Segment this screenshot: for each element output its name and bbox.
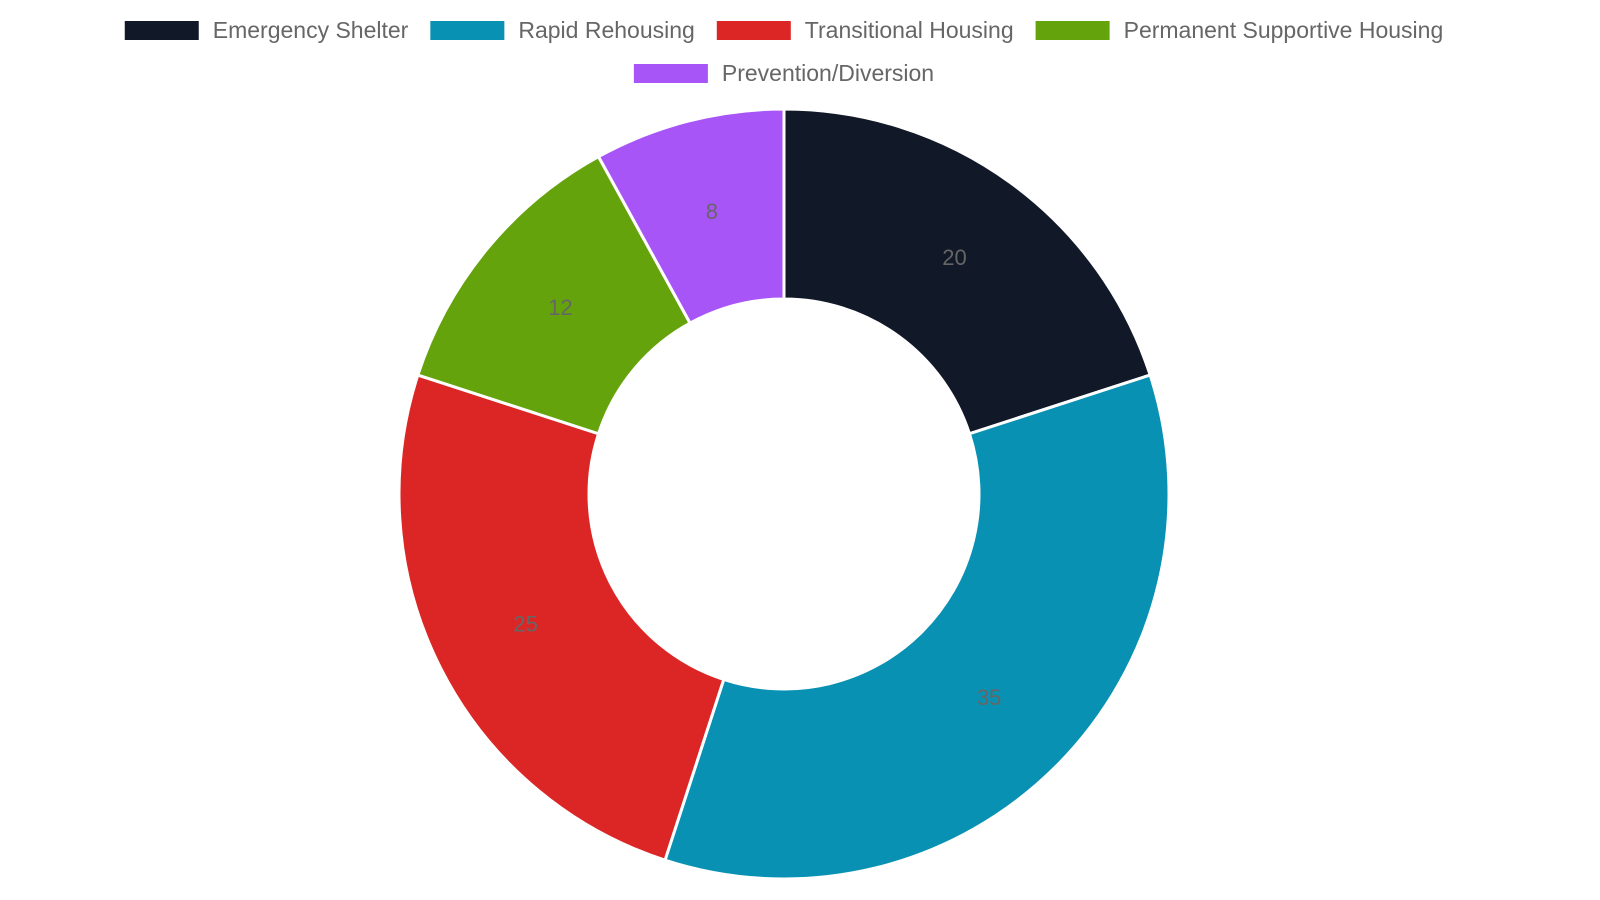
legend-item: Prevention/Diversion: [633, 60, 934, 86]
legend-item: Transitional Housing: [716, 17, 1014, 43]
legend-label: Transitional Housing: [805, 17, 1014, 43]
legend-item: Emergency Shelter: [124, 17, 409, 43]
legend-item: Permanent Supportive Housing: [1035, 17, 1444, 43]
value-label: 8: [706, 199, 718, 224]
legend-label: Emergency Shelter: [213, 17, 409, 43]
slice: [663, 373, 1171, 881]
slice: [415, 154, 693, 436]
value-label: 12: [548, 295, 572, 320]
legend-label: Rapid Rehousing: [518, 17, 694, 43]
legend-label: Prevention/Diversion: [722, 60, 934, 86]
legend-swatch: [124, 21, 199, 40]
slice: [782, 107, 1153, 436]
slice: [397, 373, 726, 863]
value-label: 35: [977, 685, 1001, 710]
value-label: 25: [513, 611, 537, 636]
legend-label: Permanent Supportive Housing: [1124, 17, 1444, 43]
value-label: 20: [942, 245, 966, 270]
slice: [596, 107, 786, 326]
legend-swatch: [633, 64, 708, 83]
legend-swatch: [430, 21, 505, 40]
legend-swatch: [716, 21, 791, 40]
legend-item: Rapid Rehousing: [430, 17, 695, 43]
legend-swatch: [1035, 21, 1110, 40]
